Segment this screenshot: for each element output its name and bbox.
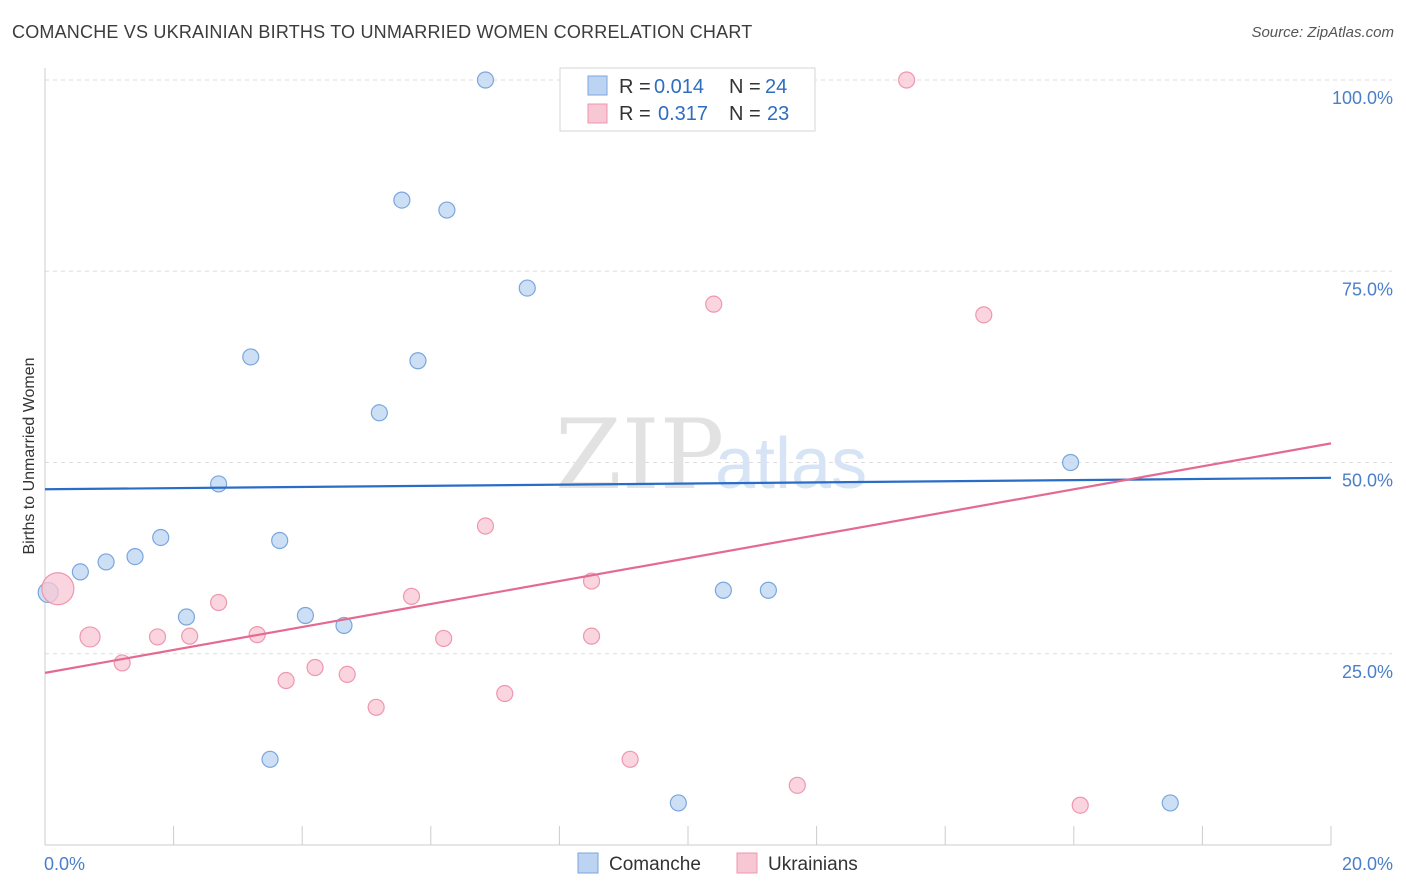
comanche-point	[409, 352, 427, 370]
comanche-point	[1061, 453, 1080, 472]
comanche-point	[261, 750, 279, 768]
watermark: ZIP atlas	[555, 399, 867, 511]
y-tick-label: 25.0%	[1342, 662, 1393, 682]
ukrainians-trend-line	[44, 442, 1332, 674]
legend-bottom-comanche-label: Comanche	[609, 854, 701, 875]
legend-ukrainians-n-label: N =	[729, 103, 761, 125]
legend-top: R = 0.014 N = 24 R = 0.317 N = 23	[559, 67, 816, 132]
ukrainians-point	[705, 295, 723, 313]
legend-bottom-comanche-swatch	[577, 852, 599, 874]
ukrainians-point	[898, 71, 916, 89]
watermark-zip: ZIP	[555, 399, 724, 511]
comanche-point	[177, 608, 196, 626]
legend-comanche-r-label: R =	[619, 76, 651, 98]
ukrainians-point	[277, 671, 295, 690]
ukrainians-point	[496, 684, 514, 703]
watermark-atlas: atlas	[715, 424, 867, 504]
ukrainians-point	[582, 627, 601, 645]
ukrainians-point	[435, 629, 453, 648]
ukrainians-point	[402, 587, 421, 605]
comanche-point	[759, 581, 777, 599]
legend-ukrainians-r-value: 0.317	[658, 103, 708, 125]
x-tick-labels: 0.0% 20.0%	[44, 854, 1393, 874]
comanche-point	[714, 581, 732, 599]
comanche-point	[126, 547, 144, 566]
legend-bottom: Comanche Ukrainians	[577, 852, 858, 875]
source-label: Source: ZipAtlas.com	[1251, 24, 1394, 41]
comanche-point	[242, 348, 260, 366]
ukrainians-point	[338, 665, 356, 684]
comanche-point	[335, 616, 353, 635]
comanche-point	[271, 531, 289, 550]
ukrainians-point	[306, 658, 324, 677]
comanche-point	[669, 794, 687, 812]
comanche-trend-line	[44, 476, 1332, 491]
comanche-point	[370, 404, 388, 422]
legend-bottom-ukrainians-label: Ukrainians	[768, 854, 858, 875]
legend-ukrainians-n-value: 23	[767, 103, 789, 125]
chart-title: COMANCHE VS UKRAINIAN BIRTHS TO UNMARRIE…	[12, 22, 753, 42]
comanche-point	[1161, 794, 1179, 812]
comanche-point	[393, 191, 411, 209]
ukrainians-point	[1071, 796, 1089, 814]
x-tick-label-max: 20.0%	[1342, 854, 1393, 874]
trend-lines	[44, 442, 1332, 674]
legend-comanche-swatch	[587, 75, 608, 96]
legend-comanche-r-value: 0.014	[654, 76, 704, 98]
comanche-point	[296, 606, 315, 625]
comanche-point	[518, 279, 536, 297]
comanche-point	[97, 553, 115, 571]
y-tick-label: 50.0%	[1342, 471, 1393, 491]
legend-bottom-ukrainians-swatch	[736, 852, 758, 874]
y-tick-labels: 100.0% 75.0% 50.0% 25.0%	[1332, 88, 1393, 682]
comanche-point	[152, 528, 170, 547]
comanche-point	[71, 563, 89, 581]
ukrainians-point	[148, 628, 167, 646]
x-tick-label-min: 0.0%	[44, 854, 85, 874]
ukrainians-point	[975, 306, 993, 324]
ukrainians-point	[621, 750, 639, 768]
y-axis-label: Births to Unmarried Women	[21, 357, 38, 554]
legend-ukrainians-swatch	[587, 103, 608, 124]
ukrainians-point	[476, 517, 495, 535]
ukrainians-point	[41, 572, 75, 606]
ukrainians-point	[181, 627, 199, 645]
grid-lines	[45, 79, 1392, 655]
ukrainians-point	[79, 626, 101, 648]
x-ticks	[44, 826, 1332, 845]
legend-comanche-n-value: 24	[765, 76, 787, 98]
ukrainians-point	[210, 593, 228, 612]
comanche-point	[476, 71, 495, 89]
legend-ukrainians-r-label: R =	[619, 103, 651, 125]
ukrainians-point	[788, 776, 806, 794]
comanche-point	[210, 475, 228, 493]
legend-comanche-n-label: N =	[729, 76, 761, 98]
y-tick-label: 75.0%	[1342, 279, 1393, 299]
ukrainians-point	[367, 698, 385, 716]
y-tick-label: 100.0%	[1332, 88, 1393, 108]
comanche-point	[438, 201, 456, 219]
